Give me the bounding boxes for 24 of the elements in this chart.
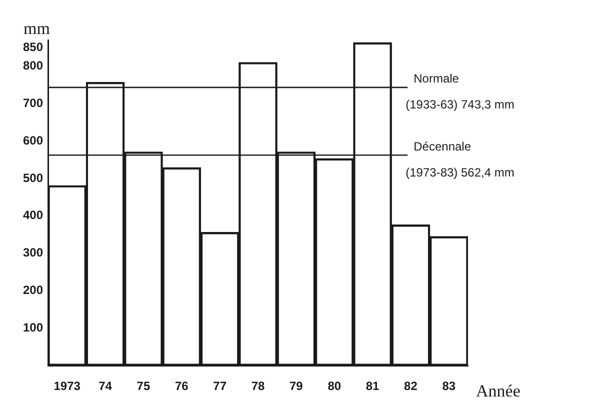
x-tick-label: 1973 <box>54 379 81 394</box>
y-tick-label: 850 <box>22 40 44 54</box>
y-tick-label: 500 <box>22 170 44 185</box>
x-tick-label: 75 <box>136 379 150 394</box>
y-tick-label: 300 <box>22 246 44 260</box>
ref-line-label: Décennale (1973-83) 562,4 mm <box>406 139 514 180</box>
x-tick-label: 83 <box>442 379 456 394</box>
x-tick-label: 82 <box>404 379 418 394</box>
x-axis-title: Année <box>476 382 520 401</box>
x-tick-label: 81 <box>366 379 380 394</box>
y-tick-label: 700 <box>22 96 44 110</box>
y-tick-label: 200 <box>22 283 44 298</box>
x-tick-label: 76 <box>174 379 189 394</box>
y-axis-title: mm <box>24 19 50 38</box>
y-tick-label: 600 <box>22 133 44 148</box>
y-tick-label: 400 <box>22 208 44 222</box>
x-tick-label: 74 <box>98 379 112 394</box>
x-tick-label: 77 <box>213 379 227 394</box>
x-tick-label: 79 <box>290 379 304 394</box>
x-tick-label: 80 <box>328 379 342 394</box>
y-tick-label: 800 <box>22 58 44 73</box>
ref-line-label: Normale (1933-63) 743,3 mm <box>406 72 514 112</box>
x-tick-label: 78 <box>251 379 265 394</box>
y-tick-label: 100 <box>22 320 44 334</box>
